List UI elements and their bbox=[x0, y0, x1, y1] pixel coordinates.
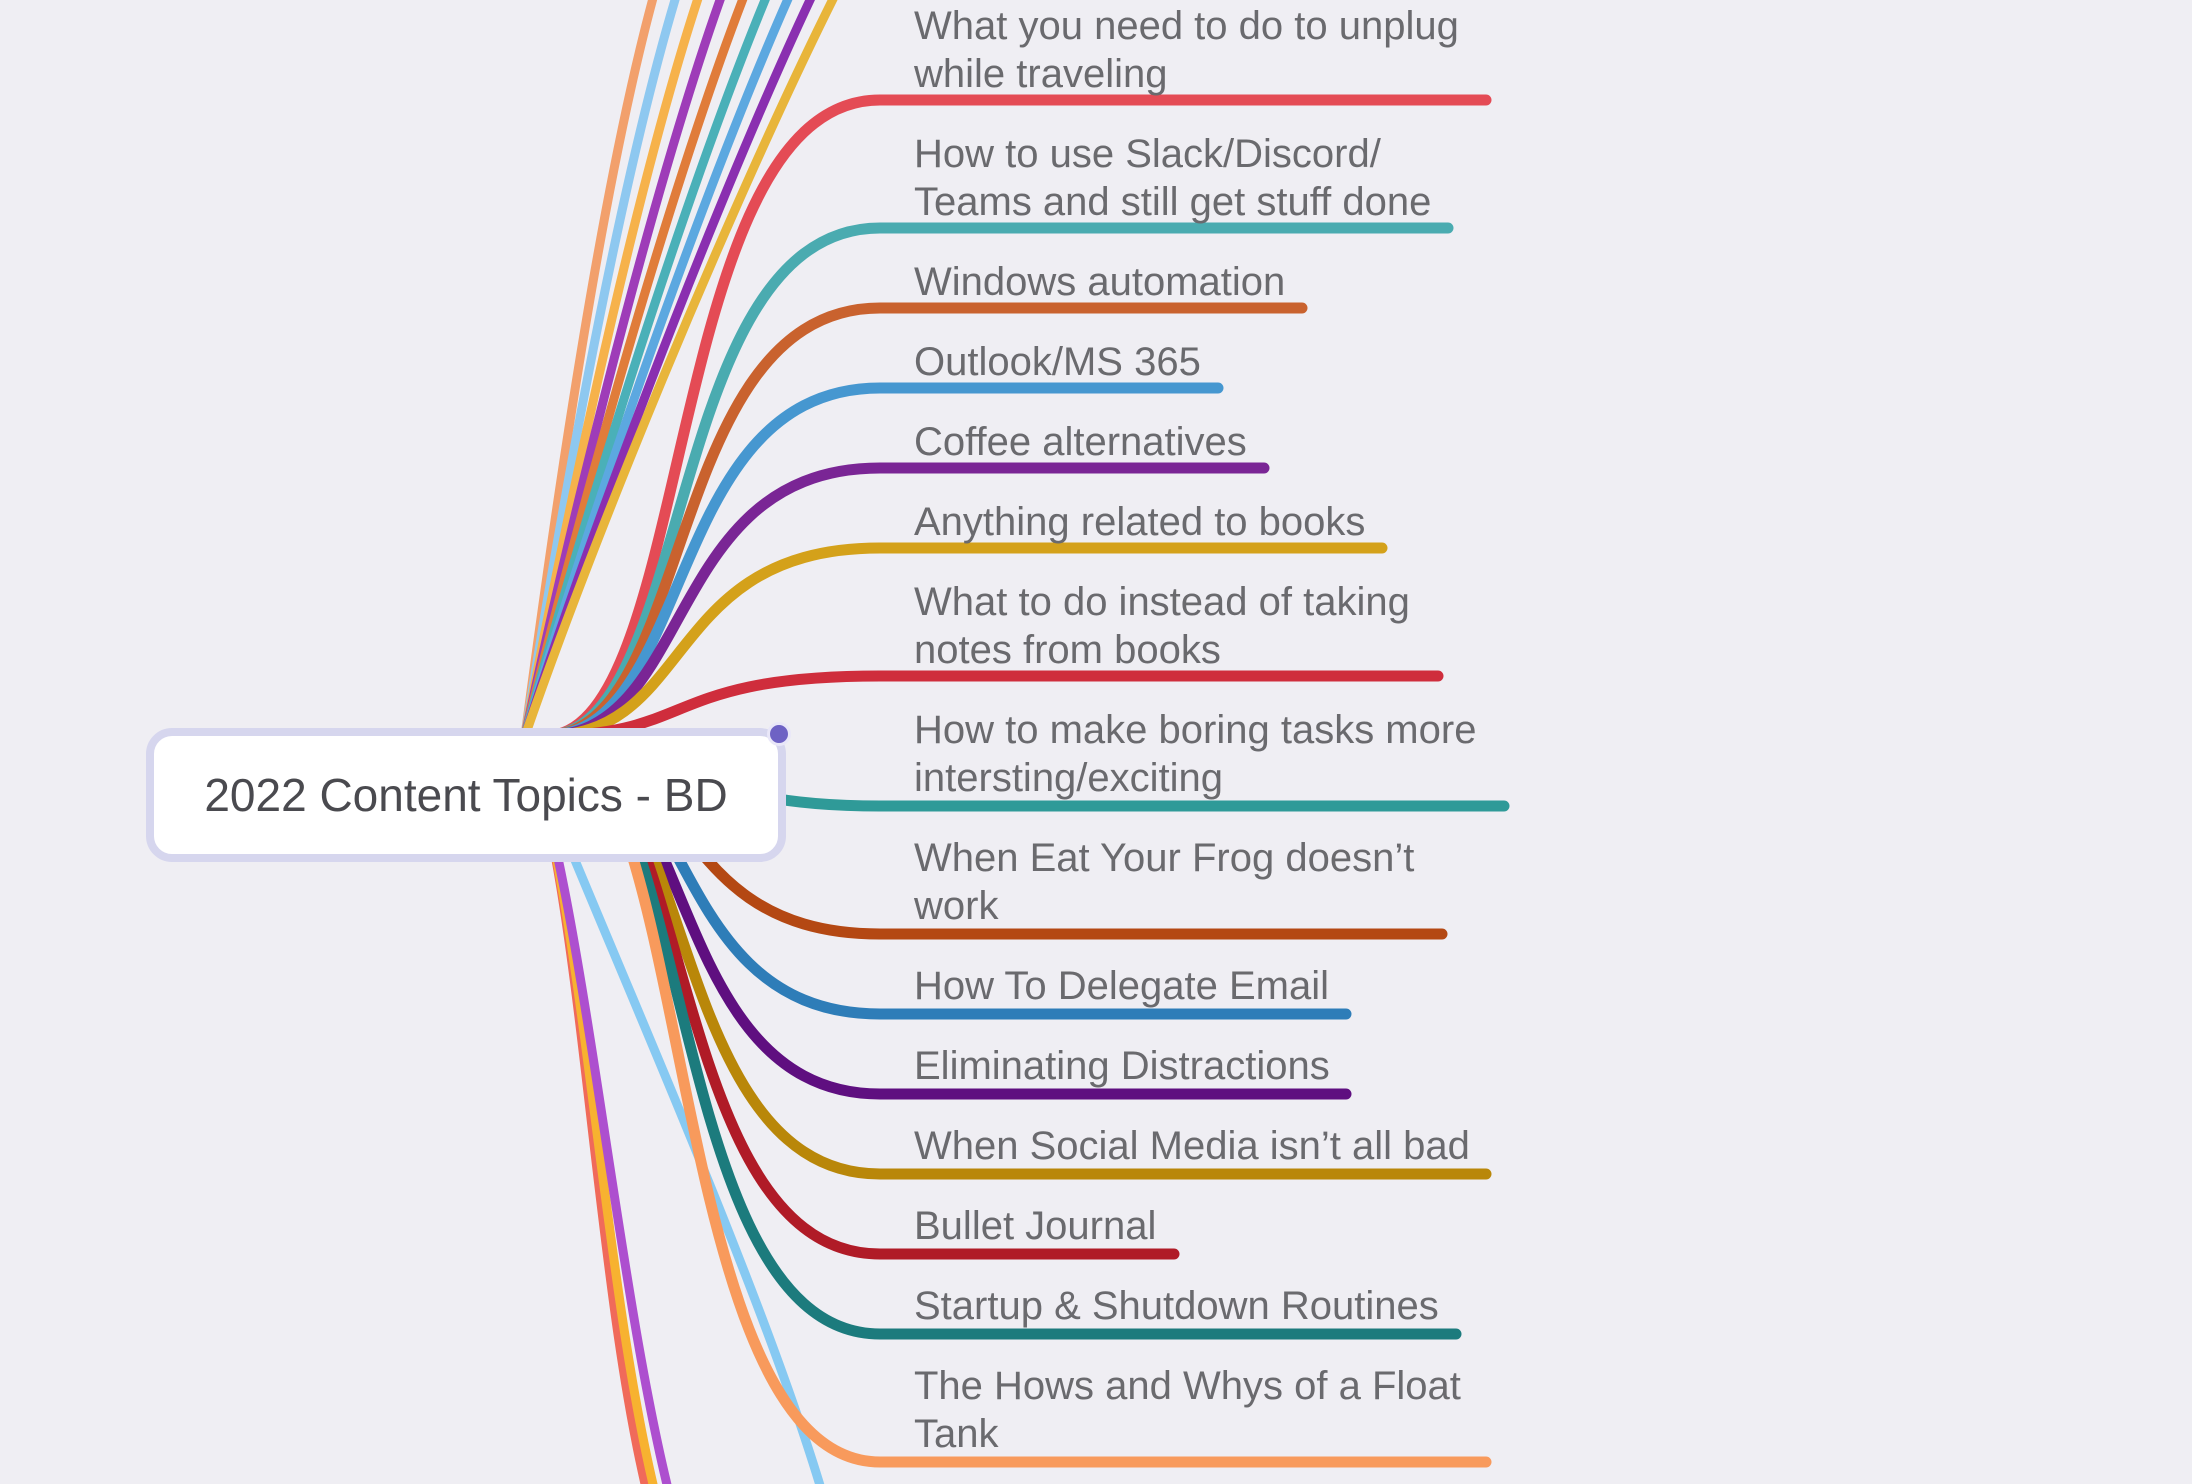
topic-node[interactable]: How To Delegate Email bbox=[914, 964, 1330, 1008]
topic-node[interactable]: What you need to do to unplug while trav… bbox=[914, 4, 1459, 96]
connection-handle[interactable] bbox=[767, 722, 791, 746]
root-topic-node[interactable]: 2022 Content Topics - BD bbox=[146, 728, 786, 862]
topic-node[interactable]: How to make boring tasks more intersting… bbox=[914, 708, 1477, 800]
topic-node[interactable]: Startup & Shutdown Routines bbox=[914, 1284, 1439, 1328]
root-topic-node-fill bbox=[162, 744, 770, 846]
topic-node[interactable]: The Hows and Whys of a Float Tank bbox=[914, 1364, 1461, 1456]
topic-node[interactable]: When Social Media isn’t all bad bbox=[914, 1124, 1470, 1168]
branch-line bbox=[539, 542, 1388, 742]
topic-node[interactable]: Coffee alternatives bbox=[914, 420, 1247, 464]
offscreen-branch-line-above bbox=[520, 0, 838, 741]
topic-node[interactable]: How to use Slack/Discord/ Teams and stil… bbox=[914, 132, 1432, 224]
topic-node[interactable]: Anything related to books bbox=[914, 500, 1366, 544]
root-topic-label: 2022 Content Topics - BD bbox=[204, 769, 728, 821]
topic-node[interactable]: Bullet Journal bbox=[914, 1204, 1157, 1248]
topic-node[interactable]: Windows automation bbox=[914, 260, 1286, 304]
topic-node[interactable]: When Eat Your Frog doesn’t work bbox=[914, 836, 1415, 928]
topic-node[interactable]: What to do instead of taking notes from … bbox=[914, 580, 1410, 672]
topic-node[interactable]: Outlook/MS 365 bbox=[914, 340, 1201, 384]
topic-node[interactable]: Eliminating Distractions bbox=[914, 1044, 1330, 1088]
